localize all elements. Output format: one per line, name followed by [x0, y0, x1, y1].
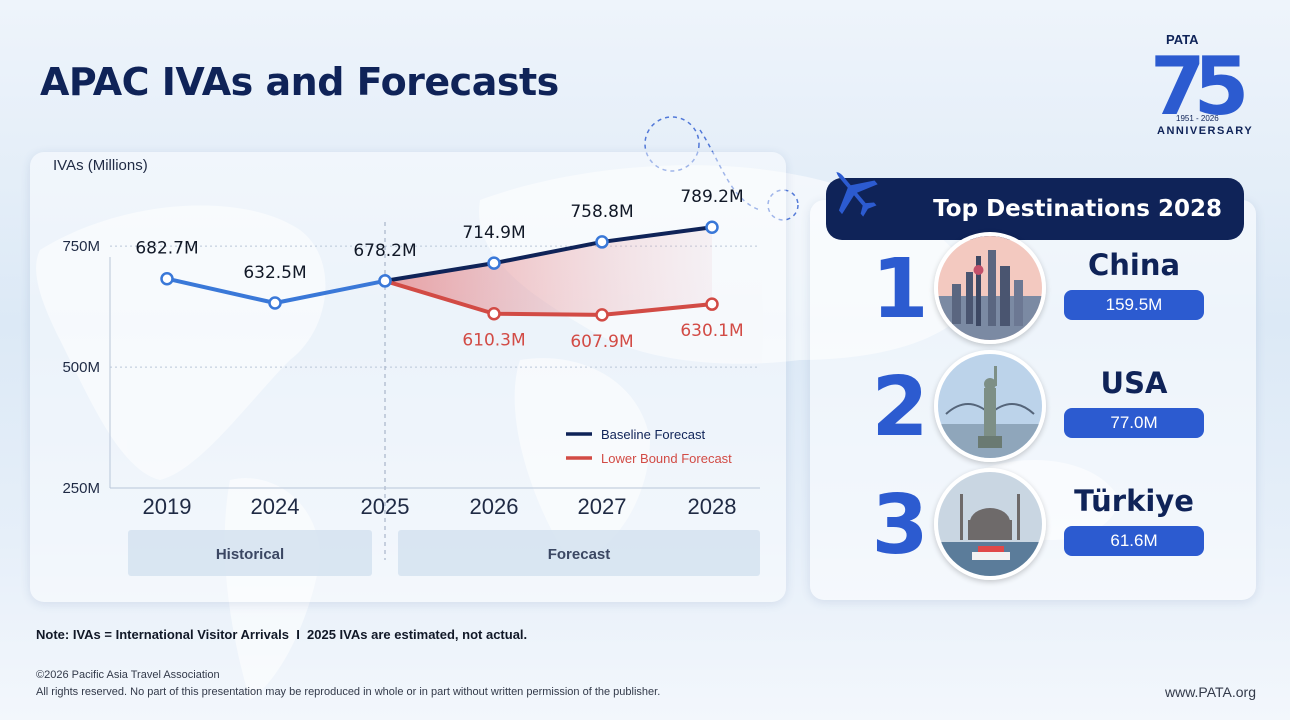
- destination-value-badge: 77.0M: [1064, 408, 1204, 438]
- x-tick-label: 2028: [688, 494, 737, 519]
- period-band: [128, 530, 372, 576]
- data-label: 678.2M: [353, 241, 416, 261]
- data-point: [595, 308, 609, 322]
- destination-value-badge: 61.6M: [1064, 526, 1204, 556]
- pata-75-anniversary-logo: PATA 75 1951 - 2026 ANNIVERSARY: [1150, 32, 1257, 137]
- period-band: [398, 530, 760, 576]
- destination-row: 1 China 159.5M: [860, 232, 1240, 348]
- data-point: [160, 271, 174, 286]
- data-point: [705, 297, 719, 311]
- copyright-notice: ©2026 Pacific Asia Travel Association Al…: [36, 667, 660, 701]
- rank-number: 2: [871, 360, 929, 455]
- china-skyline-photo: [934, 232, 1046, 344]
- legend-label: Baseline Forecast: [601, 427, 705, 442]
- destination-name: USA: [1100, 366, 1168, 400]
- usa-statue-of-liberty-photo: [934, 350, 1046, 462]
- x-tick-label: 2027: [578, 494, 627, 519]
- data-label: 758.8M: [570, 202, 633, 222]
- data-label: 607.9M: [570, 332, 633, 352]
- y-tick-label: 500M: [62, 359, 100, 376]
- data-point: [378, 274, 392, 288]
- period-label: Forecast: [548, 546, 611, 563]
- y-axis-label: IVAs (Millions): [53, 157, 148, 174]
- logo-label: ANNIVERSARY: [1157, 125, 1253, 137]
- period-label: Historical: [216, 546, 284, 563]
- destinations-header: Top Destinations 2028: [826, 178, 1244, 240]
- x-tick-label: 2024: [251, 494, 300, 519]
- rank-number: 1: [871, 242, 929, 337]
- data-point: [487, 306, 501, 321]
- x-tick-label: 2026: [470, 494, 519, 519]
- legend-label: Lower Bound Forecast: [601, 451, 732, 466]
- destination-name: China: [1087, 248, 1181, 282]
- copyright-line: ©2026 Pacific Asia Travel Association: [36, 669, 220, 681]
- logo-years: 1951 - 2026: [1176, 114, 1219, 123]
- destination-row: 2 USA 77.0M: [860, 350, 1240, 466]
- destination-value-badge: 159.5M: [1064, 290, 1204, 320]
- chart-card: [30, 152, 786, 602]
- data-point: [487, 256, 501, 270]
- data-label: 789.2M: [680, 187, 743, 207]
- data-label: 610.3M: [462, 331, 525, 351]
- x-tick-label: 2025: [361, 494, 410, 519]
- data-point: [595, 235, 609, 249]
- rank-number: 3: [871, 478, 929, 573]
- y-tick-label: 250M: [62, 480, 100, 497]
- destination-name: Türkiye: [1074, 484, 1194, 518]
- y-tick-label: 750M: [62, 238, 100, 255]
- data-label: 682.7M: [135, 239, 198, 259]
- destination-row: 3 Türkiye 61.6M: [860, 468, 1240, 584]
- page-title: APAC IVAs and Forecasts: [40, 60, 559, 104]
- series-line: [384, 225, 713, 283]
- turkiye-mosque-photo: [934, 468, 1046, 580]
- forecast-range-area: [385, 227, 712, 315]
- destinations-title: Top Destinations 2028: [933, 196, 1222, 222]
- data-label: 630.1M: [680, 321, 743, 341]
- data-point: [268, 296, 282, 310]
- airplane-icon: [835, 171, 878, 217]
- data-point: [705, 220, 719, 234]
- website-link[interactable]: www.PATA.org: [1164, 684, 1256, 700]
- footnote: Note: IVAs = International Visitor Arriv…: [36, 627, 528, 642]
- data-label: 714.9M: [462, 223, 525, 243]
- data-label: 632.5M: [243, 263, 306, 283]
- series-line: [384, 278, 713, 317]
- x-tick-label: 2019: [143, 494, 192, 519]
- logo-brand: PATA: [1166, 32, 1199, 47]
- copyright-line: All rights reserved. No part of this pre…: [36, 686, 661, 698]
